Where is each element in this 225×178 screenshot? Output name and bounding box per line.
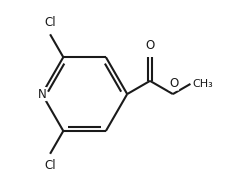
Text: O: O — [145, 40, 154, 53]
Text: N: N — [37, 88, 46, 101]
Text: O: O — [169, 77, 178, 90]
Text: CH₃: CH₃ — [191, 79, 212, 89]
Text: Cl: Cl — [44, 16, 56, 29]
Text: Cl: Cl — [44, 159, 56, 172]
